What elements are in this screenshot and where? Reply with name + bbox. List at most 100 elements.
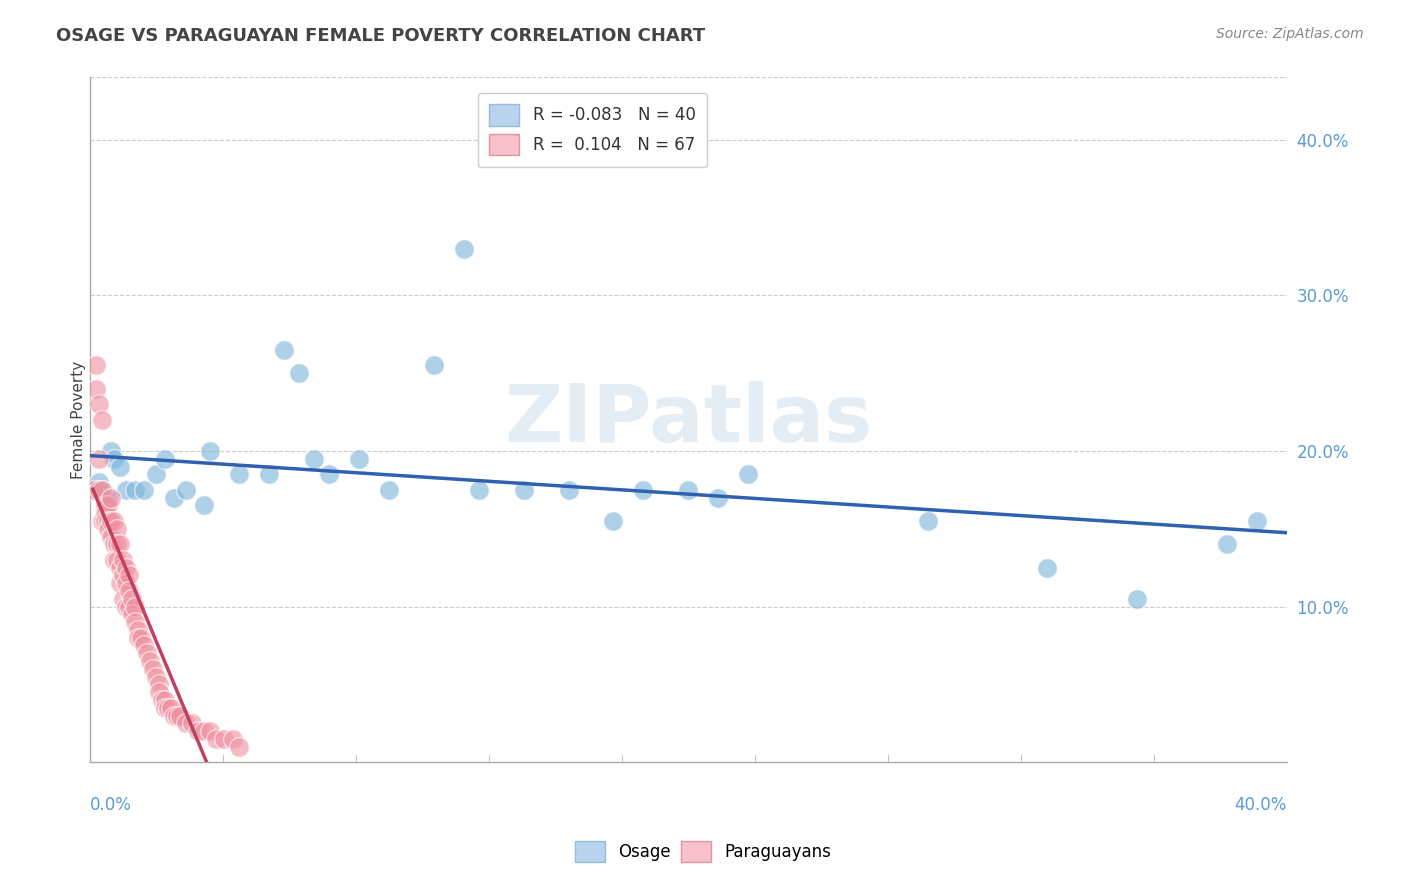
Point — [90, 483, 112, 497]
Text: ZIPatlas: ZIPatlas — [505, 381, 872, 458]
Point — [162, 708, 184, 723]
Point — [1216, 537, 1239, 551]
Point — [121, 591, 143, 606]
Point — [124, 599, 146, 614]
Point — [87, 451, 110, 466]
Point — [132, 483, 155, 497]
Point — [193, 724, 215, 739]
Point — [84, 359, 107, 373]
Point — [94, 499, 117, 513]
Point — [138, 654, 160, 668]
Point — [198, 444, 221, 458]
Point — [100, 514, 122, 528]
Point — [148, 685, 170, 699]
Point — [602, 514, 624, 528]
Point — [228, 467, 250, 482]
Point — [114, 576, 136, 591]
Point — [114, 483, 136, 497]
Point — [132, 639, 155, 653]
Point — [1036, 560, 1059, 574]
Point — [633, 483, 655, 497]
Text: OSAGE VS PARAGUAYAN FEMALE POVERTY CORRELATION CHART: OSAGE VS PARAGUAYAN FEMALE POVERTY CORRE… — [56, 27, 706, 45]
Point — [108, 459, 131, 474]
Point — [90, 483, 112, 497]
Point — [347, 451, 370, 466]
Point — [145, 467, 167, 482]
Point — [180, 716, 202, 731]
Point — [114, 560, 136, 574]
Point — [166, 708, 188, 723]
Legend: R = -0.083   N = 40, R =  0.104   N = 67: R = -0.083 N = 40, R = 0.104 N = 67 — [478, 93, 707, 167]
Point — [108, 560, 131, 574]
Point — [512, 483, 534, 497]
Point — [737, 467, 759, 482]
Point — [100, 491, 122, 505]
Point — [198, 724, 221, 739]
Point — [214, 731, 236, 746]
Point — [111, 553, 134, 567]
Point — [105, 537, 128, 551]
Text: 40.0%: 40.0% — [1234, 797, 1286, 814]
Point — [118, 599, 141, 614]
Point — [423, 359, 446, 373]
Point — [148, 677, 170, 691]
Point — [145, 670, 167, 684]
Point — [150, 693, 173, 707]
Point — [118, 584, 141, 599]
Point — [378, 483, 401, 497]
Point — [94, 514, 117, 528]
Point — [259, 467, 281, 482]
Point — [142, 662, 165, 676]
Point — [917, 514, 939, 528]
Point — [153, 451, 176, 466]
Point — [97, 522, 120, 536]
Point — [94, 506, 117, 520]
Point — [187, 724, 209, 739]
Text: 0.0%: 0.0% — [90, 797, 132, 814]
Point — [174, 716, 197, 731]
Point — [105, 522, 128, 536]
Point — [153, 693, 176, 707]
Point — [103, 514, 125, 528]
Point — [108, 537, 131, 551]
Point — [97, 499, 120, 513]
Point — [273, 343, 295, 357]
Point — [1246, 514, 1268, 528]
Point — [105, 553, 128, 567]
Point — [124, 483, 146, 497]
Point — [127, 631, 149, 645]
Y-axis label: Female Poverty: Female Poverty — [72, 360, 86, 479]
Text: Source: ZipAtlas.com: Source: ZipAtlas.com — [1216, 27, 1364, 41]
Point — [97, 491, 120, 505]
Point — [162, 491, 184, 505]
Point — [103, 451, 125, 466]
Point — [90, 413, 112, 427]
Point — [100, 530, 122, 544]
Point — [87, 397, 110, 411]
Point — [84, 483, 107, 497]
Point — [103, 553, 125, 567]
Point — [97, 514, 120, 528]
Point — [222, 731, 245, 746]
Point — [135, 646, 157, 660]
Point — [156, 700, 179, 714]
Point — [121, 607, 143, 622]
Point — [114, 599, 136, 614]
Point — [228, 739, 250, 754]
Point — [288, 366, 311, 380]
Point — [108, 576, 131, 591]
Point — [676, 483, 699, 497]
Point — [127, 623, 149, 637]
Point — [1126, 591, 1149, 606]
Point — [468, 483, 491, 497]
Point — [111, 568, 134, 582]
Point — [124, 615, 146, 629]
Point — [453, 242, 475, 256]
Point — [129, 631, 152, 645]
Point — [304, 451, 326, 466]
Point — [159, 700, 181, 714]
Point — [153, 700, 176, 714]
Point — [707, 491, 730, 505]
Point — [193, 499, 215, 513]
Point — [169, 708, 191, 723]
